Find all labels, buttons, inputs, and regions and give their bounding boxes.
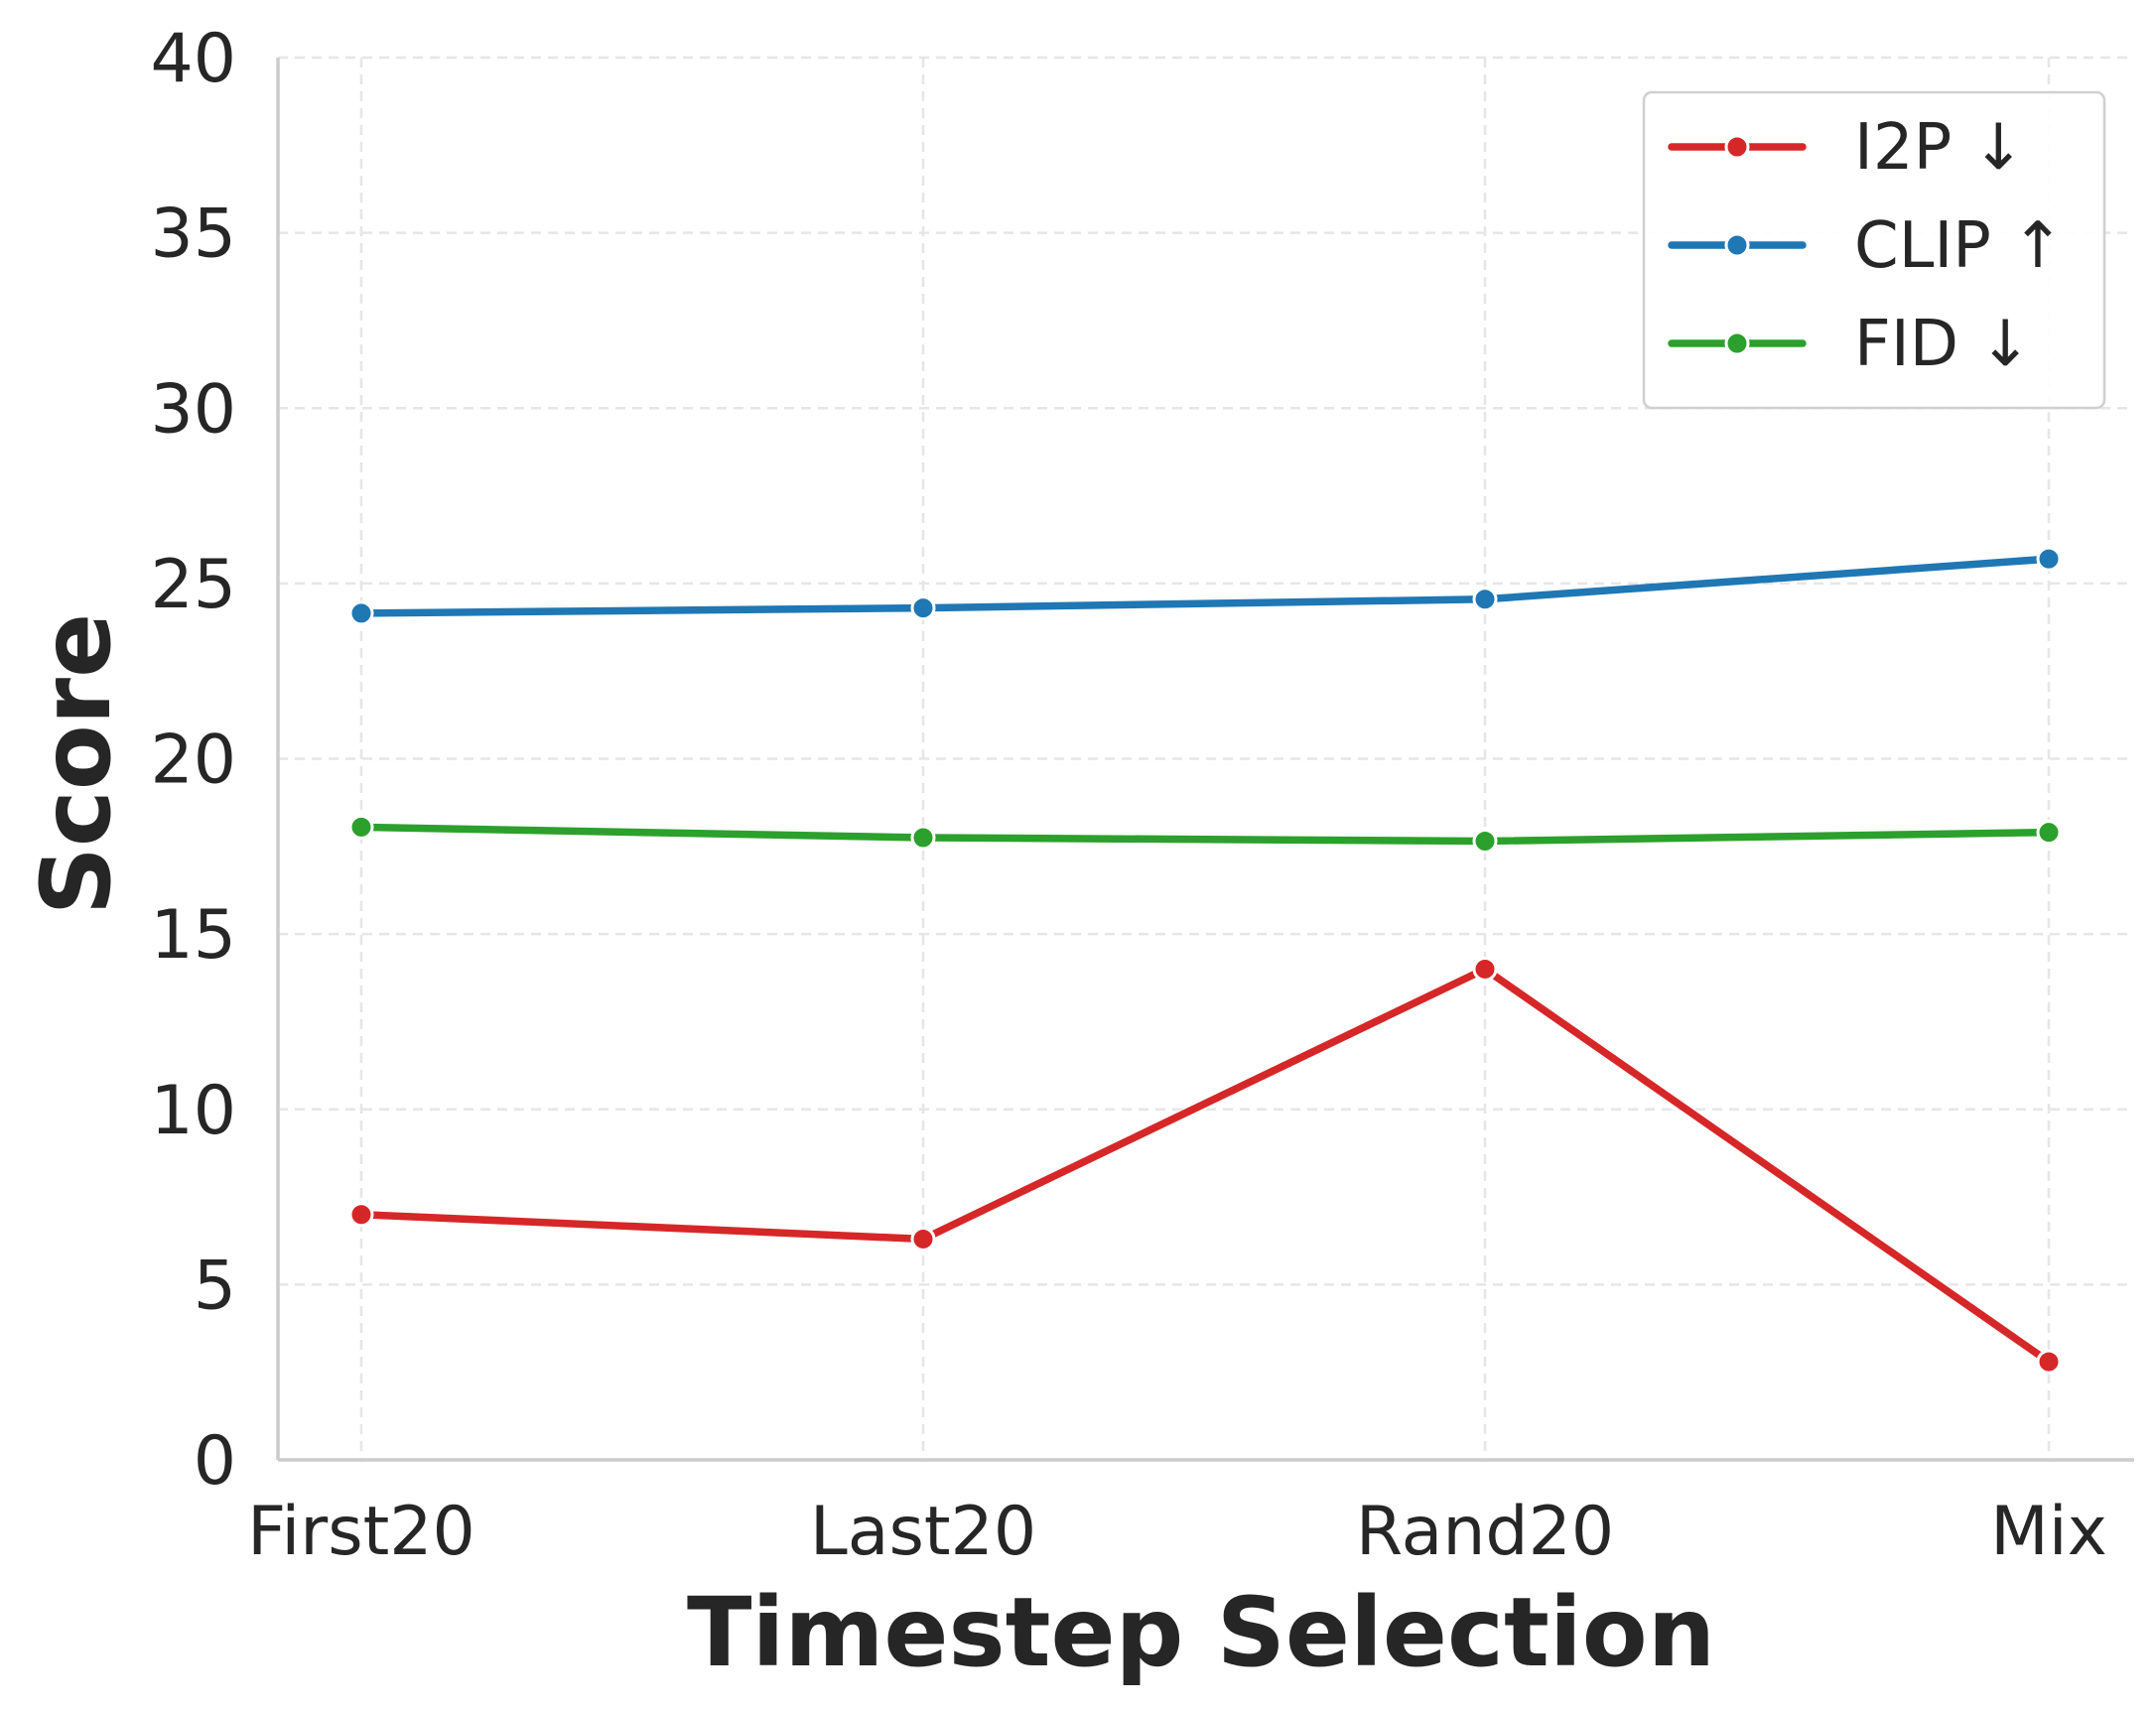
data-point <box>348 600 374 626</box>
axes <box>276 58 2134 1462</box>
x-tick-label: Last20 <box>810 1493 1036 1571</box>
data-point <box>2036 546 2062 572</box>
x-tick-label: Rand20 <box>1356 1493 1614 1571</box>
x-axis-title: Timestep Selection <box>687 1577 1715 1688</box>
data-point <box>348 1202 374 1228</box>
series-line <box>357 555 2053 617</box>
series-line <box>357 823 2053 846</box>
y-tick-label: 30 <box>150 370 236 449</box>
legend-marker <box>1724 232 1750 258</box>
x-tick-label: First20 <box>247 1493 475 1571</box>
series-line-group <box>348 546 2062 626</box>
data-point <box>348 814 374 840</box>
legend-label: CLIP ↑ <box>1854 209 2065 283</box>
y-axis-title: Score <box>21 613 132 915</box>
legend: I2P ↓ CLIP ↑ FID ↓ <box>1642 90 2106 410</box>
y-tick-label: 40 <box>150 20 236 98</box>
data-point <box>910 1226 936 1251</box>
legend-entry: I2P ↓ <box>1668 111 2025 185</box>
legend-label: I2P ↓ <box>1854 111 2025 185</box>
data-point <box>910 825 936 851</box>
y-tick-label: 35 <box>150 196 236 274</box>
y-tick-label: 15 <box>150 896 236 975</box>
series-line-group <box>348 814 2062 855</box>
y-tick-labels: 0 5 10 15 20 25 30 35 40 <box>150 20 236 1501</box>
data-point <box>2036 1349 2062 1375</box>
data-point <box>1472 956 1498 982</box>
legend-marker <box>1724 134 1750 160</box>
legend-entry: CLIP ↑ <box>1668 209 2065 283</box>
y-tick-label: 10 <box>150 1072 236 1150</box>
legend-marker <box>1724 330 1750 356</box>
data-point <box>910 595 936 621</box>
series-line <box>357 965 2053 1366</box>
y-tick-label: 20 <box>150 722 236 800</box>
x-tick-labels: First20 Last20 Rand20 Mix <box>247 1493 2107 1571</box>
series-line-group <box>348 956 2062 1375</box>
data-point <box>1472 829 1498 855</box>
series-group <box>348 546 2062 1375</box>
y-tick-label: 5 <box>194 1247 236 1325</box>
y-tick-label: 25 <box>150 546 236 624</box>
legend-entry: FID ↓ <box>1668 308 2032 381</box>
x-tick-label: Mix <box>1990 1493 2107 1571</box>
data-point <box>2036 820 2062 846</box>
legend-frame <box>1642 90 2106 410</box>
y-tick-label: 0 <box>194 1422 236 1501</box>
legend-label: FID ↓ <box>1854 308 2032 381</box>
data-point <box>1472 587 1498 612</box>
